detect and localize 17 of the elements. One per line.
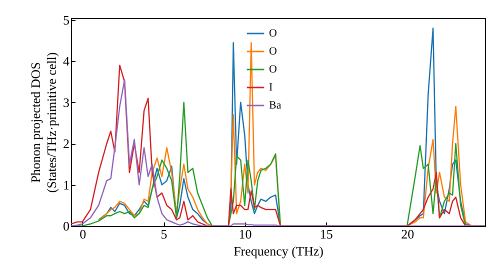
y-tick-label: 2 — [63, 136, 70, 152]
y-tick-label: 3 — [63, 94, 70, 110]
legend-label: I — [269, 82, 273, 94]
legend-label: O — [269, 46, 277, 58]
x-tick-label: 5 — [160, 226, 168, 242]
y-axis-title: Phonon projected DOS (States/THz·primitive cell) — [28, 52, 59, 193]
y-tick-label: 1 — [63, 177, 70, 192]
x-tick-label: 20 — [401, 226, 414, 242]
x-tick-label: 15 — [320, 226, 333, 242]
x-tick-label: 0 — [80, 226, 86, 242]
x-axis-title: Frequency (THz) — [234, 244, 324, 258]
legend-label: O — [269, 64, 277, 76]
y-tick-label: 5 — [63, 12, 70, 28]
legend-label: Ba — [269, 100, 282, 112]
legend-label: O — [269, 28, 277, 40]
y-tick-label: 4 — [63, 54, 70, 69]
x-tick-label: 10 — [238, 226, 252, 242]
